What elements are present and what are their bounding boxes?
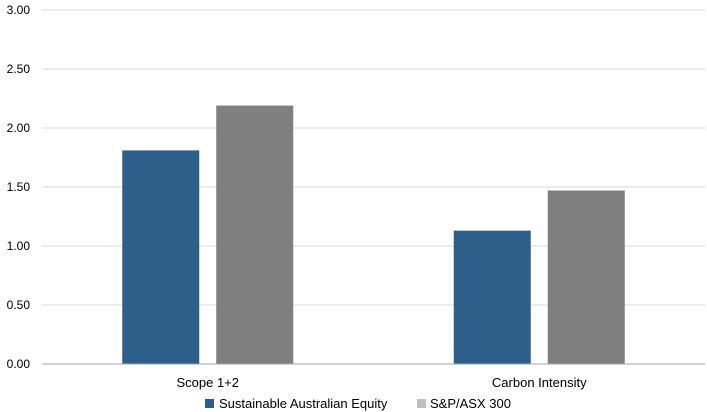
legend-swatch xyxy=(417,399,426,408)
bar-benchmark xyxy=(216,105,294,364)
y-axis-tick-labels: 0.00 0.50 1.00 1.50 2.00 2.50 3.00 xyxy=(7,3,31,371)
y-tick-label: 0.00 xyxy=(7,357,31,371)
legend-label: Sustainable Australian Equity xyxy=(219,396,388,411)
bars xyxy=(122,105,625,364)
bar-fund xyxy=(122,150,200,364)
legend-swatch xyxy=(205,399,214,408)
y-tick-label: 2.00 xyxy=(7,121,31,135)
x-category-label: Scope 1+2 xyxy=(176,375,239,390)
x-axis-category-labels: Scope 1+2 Carbon Intensity xyxy=(176,375,587,390)
y-tick-label: 3.00 xyxy=(7,3,31,17)
y-tick-label: 2.50 xyxy=(7,62,31,76)
y-tick-label: 1.00 xyxy=(7,239,31,253)
y-tick-label: 0.50 xyxy=(7,298,31,312)
bar-fund xyxy=(453,230,531,364)
bar-benchmark xyxy=(547,190,625,364)
legend: Sustainable Australian Equity S&P/ASX 300 xyxy=(205,396,511,411)
legend-label: S&P/ASX 300 xyxy=(430,396,511,411)
x-category-label: Carbon Intensity xyxy=(492,375,587,390)
y-tick-label: 1.50 xyxy=(7,180,31,194)
